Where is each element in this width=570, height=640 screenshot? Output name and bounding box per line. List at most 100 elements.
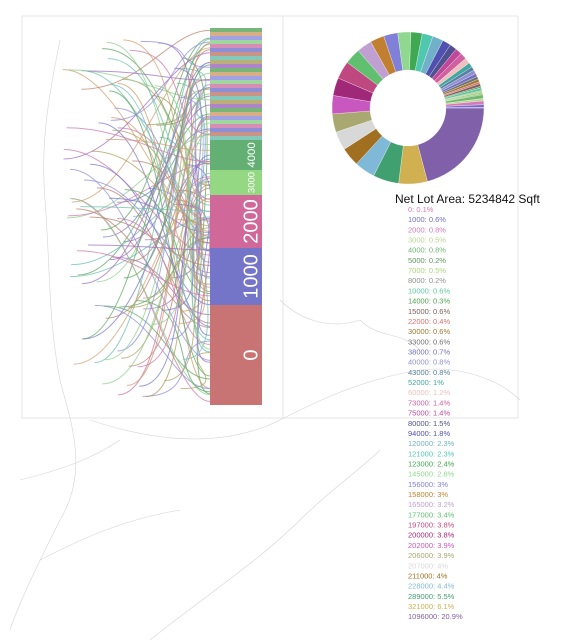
coastline <box>9 39 77 631</box>
flow-line <box>132 160 211 244</box>
flow-line <box>174 67 211 252</box>
flow-line <box>180 198 211 312</box>
flow-line <box>109 62 211 261</box>
legend-entry: 120000: 2.3% <box>408 439 455 448</box>
flow-line <box>119 237 211 308</box>
bar-stripe <box>210 48 262 52</box>
flow-line <box>179 96 211 263</box>
bar-stripe <box>210 128 262 132</box>
legend-entry: 211000: 4% <box>408 571 448 580</box>
bar-stripe <box>210 92 262 96</box>
flow-line <box>158 42 211 200</box>
flow-line <box>96 93 211 283</box>
flow-line <box>164 184 211 382</box>
bar-stripe <box>210 100 262 104</box>
flow-line <box>81 43 211 340</box>
flow-line <box>117 82 211 389</box>
flow-line <box>76 208 211 328</box>
legend-entry: 73000: 1.4% <box>408 398 450 407</box>
legend-entry: 197000: 3.8% <box>408 521 455 530</box>
legend-entry: 80000: 1.5% <box>408 419 450 428</box>
legend-entry: 3000: 0.5% <box>408 236 446 245</box>
chart-title: Net Lot Area: 5234842 Sqft <box>395 192 540 206</box>
legend-entry: 228000: 4.4% <box>408 582 455 591</box>
map <box>9 15 521 640</box>
bar-stripe <box>210 68 262 72</box>
bar-stripe <box>210 72 262 76</box>
bar-stripe <box>210 104 262 108</box>
legend-entry: 123000: 2.4% <box>408 459 455 468</box>
bar-stripe <box>210 112 262 116</box>
flow-line <box>103 305 211 380</box>
flow-line <box>90 163 211 306</box>
legend-entry: 15000: 0.6% <box>408 307 450 316</box>
flow-line <box>122 78 211 186</box>
bar-segment <box>210 170 262 195</box>
bar-segment <box>210 305 262 405</box>
flow-line <box>77 250 211 297</box>
bar-segment <box>210 195 262 248</box>
legend-entry: 156000: 3% <box>408 480 448 489</box>
bar-stripe <box>210 84 262 88</box>
flow-line <box>68 162 211 217</box>
flow-line <box>124 189 211 295</box>
legend-entry: 177000: 3.4% <box>408 510 455 519</box>
bar-stripe <box>210 56 262 60</box>
bar-stripe <box>210 60 262 64</box>
bar-stripe <box>210 108 262 112</box>
flow-line <box>130 49 211 262</box>
legend-entry: 158000: 3% <box>408 490 448 499</box>
legend-entry: 52000: 1% <box>408 378 444 387</box>
flow-line <box>94 38 211 364</box>
bar-stripe <box>210 76 262 80</box>
flow-line <box>104 122 211 361</box>
bar-stripe <box>210 44 262 48</box>
flow-line <box>156 123 211 146</box>
segment-label: 3000 <box>247 172 258 193</box>
flow-line <box>110 84 211 341</box>
legend-entry: 165000: 3.2% <box>408 500 455 509</box>
flow-line <box>100 37 211 231</box>
legend-entry: 202000: 3.9% <box>408 541 455 550</box>
flow-line <box>139 154 211 387</box>
flow-line <box>83 158 211 340</box>
flow-line <box>63 52 211 160</box>
bar-stripe <box>210 64 262 68</box>
legend-entry: 1096000: 20.9% <box>408 612 463 621</box>
legend-entry: 5000: 0.2% <box>408 256 446 265</box>
bar-stripe <box>210 40 262 44</box>
legend-entry: 4000: 0.8% <box>408 246 446 255</box>
legend-entry: 8000: 0.2% <box>408 276 446 285</box>
pie-slice <box>417 107 485 182</box>
legend-entry: 207000: 4% <box>408 561 448 570</box>
bar-stripe <box>210 80 262 84</box>
legend-entry: 43000: 0.8% <box>408 368 450 377</box>
flow-line <box>80 206 211 212</box>
legend-entry: 1000: 0.6% <box>408 215 446 224</box>
frame <box>21 15 519 419</box>
flow-line <box>98 122 211 327</box>
legend-entry: 2000: 0.8% <box>408 225 446 234</box>
flow-line <box>81 104 211 285</box>
flow-line <box>91 150 211 227</box>
bar-stripe <box>210 88 262 92</box>
segment-label: 0 <box>240 349 262 360</box>
legend-entry: 7000: 0.5% <box>408 266 446 275</box>
segment-label: 2000 <box>240 199 262 244</box>
legend: 0: 0.1%1000: 0.6%2000: 0.8%3000: 0.5%400… <box>408 205 463 621</box>
bar-stripe <box>210 120 262 124</box>
bar-stripe <box>210 132 262 136</box>
flow-line <box>66 127 211 163</box>
flow-line <box>105 138 211 151</box>
flow-line <box>69 197 211 396</box>
flow-line <box>73 181 211 365</box>
flow-line <box>143 237 211 310</box>
legend-entry: 0: 0.1% <box>408 205 434 214</box>
flow-line <box>154 85 211 350</box>
legend-entry: 40000: 0.8% <box>408 358 450 367</box>
legend-entry: 200000: 3.8% <box>408 531 455 540</box>
coastline <box>89 368 521 440</box>
bar-stripe <box>210 52 262 56</box>
flow-lines <box>62 29 212 402</box>
